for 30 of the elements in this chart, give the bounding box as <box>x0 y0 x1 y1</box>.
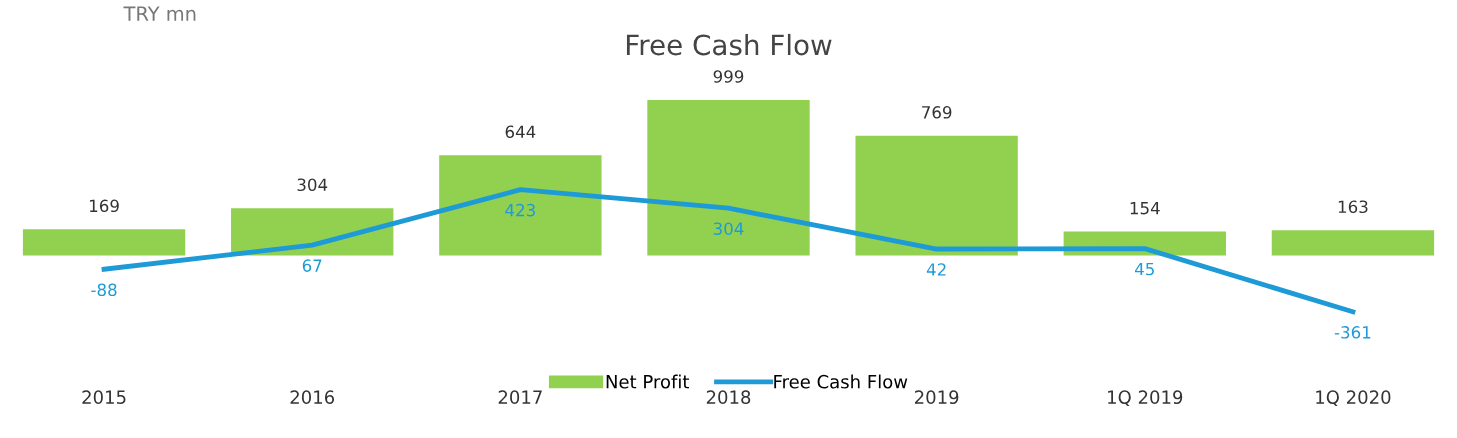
data-label: 45 <box>1135 262 1154 276</box>
x-tick-label: 1Q 2020 <box>1316 390 1391 407</box>
x-tick-label: 2018 <box>706 390 751 405</box>
bar <box>1271 230 1435 256</box>
data-label: 999 <box>713 70 744 83</box>
x-tick-label: 2016 <box>290 390 335 405</box>
legend-label: Free Cash Flow <box>774 374 908 389</box>
data-label: 67 <box>302 259 322 272</box>
legend-label: Net Profit <box>606 374 690 389</box>
x-tick-label: 2015 <box>82 390 126 405</box>
data-label: 163 <box>1338 200 1368 214</box>
data-label: -361 <box>1334 326 1371 339</box>
data-label: 42 <box>926 263 946 276</box>
bar <box>647 99 810 256</box>
bar <box>855 135 1018 256</box>
data-label: 154 <box>1130 202 1160 215</box>
bar <box>22 229 186 256</box>
bar <box>439 155 602 256</box>
x-tick-label: 2017 <box>498 390 542 405</box>
x-tick-label: 2019 <box>914 390 959 405</box>
data-label: 644 <box>505 125 536 139</box>
data-label: 304 <box>713 222 744 235</box>
text: TRY mn <box>123 6 196 21</box>
data-label: 169 <box>90 199 119 213</box>
data-label: -88 <box>91 283 117 297</box>
data-label: 769 <box>922 106 952 119</box>
data-label: 304 <box>297 178 328 192</box>
chart-title: Free Cash Flow <box>626 33 832 56</box>
data-label: 423 <box>505 203 535 217</box>
x-tick-label: 1Q 2019 <box>1108 390 1183 407</box>
